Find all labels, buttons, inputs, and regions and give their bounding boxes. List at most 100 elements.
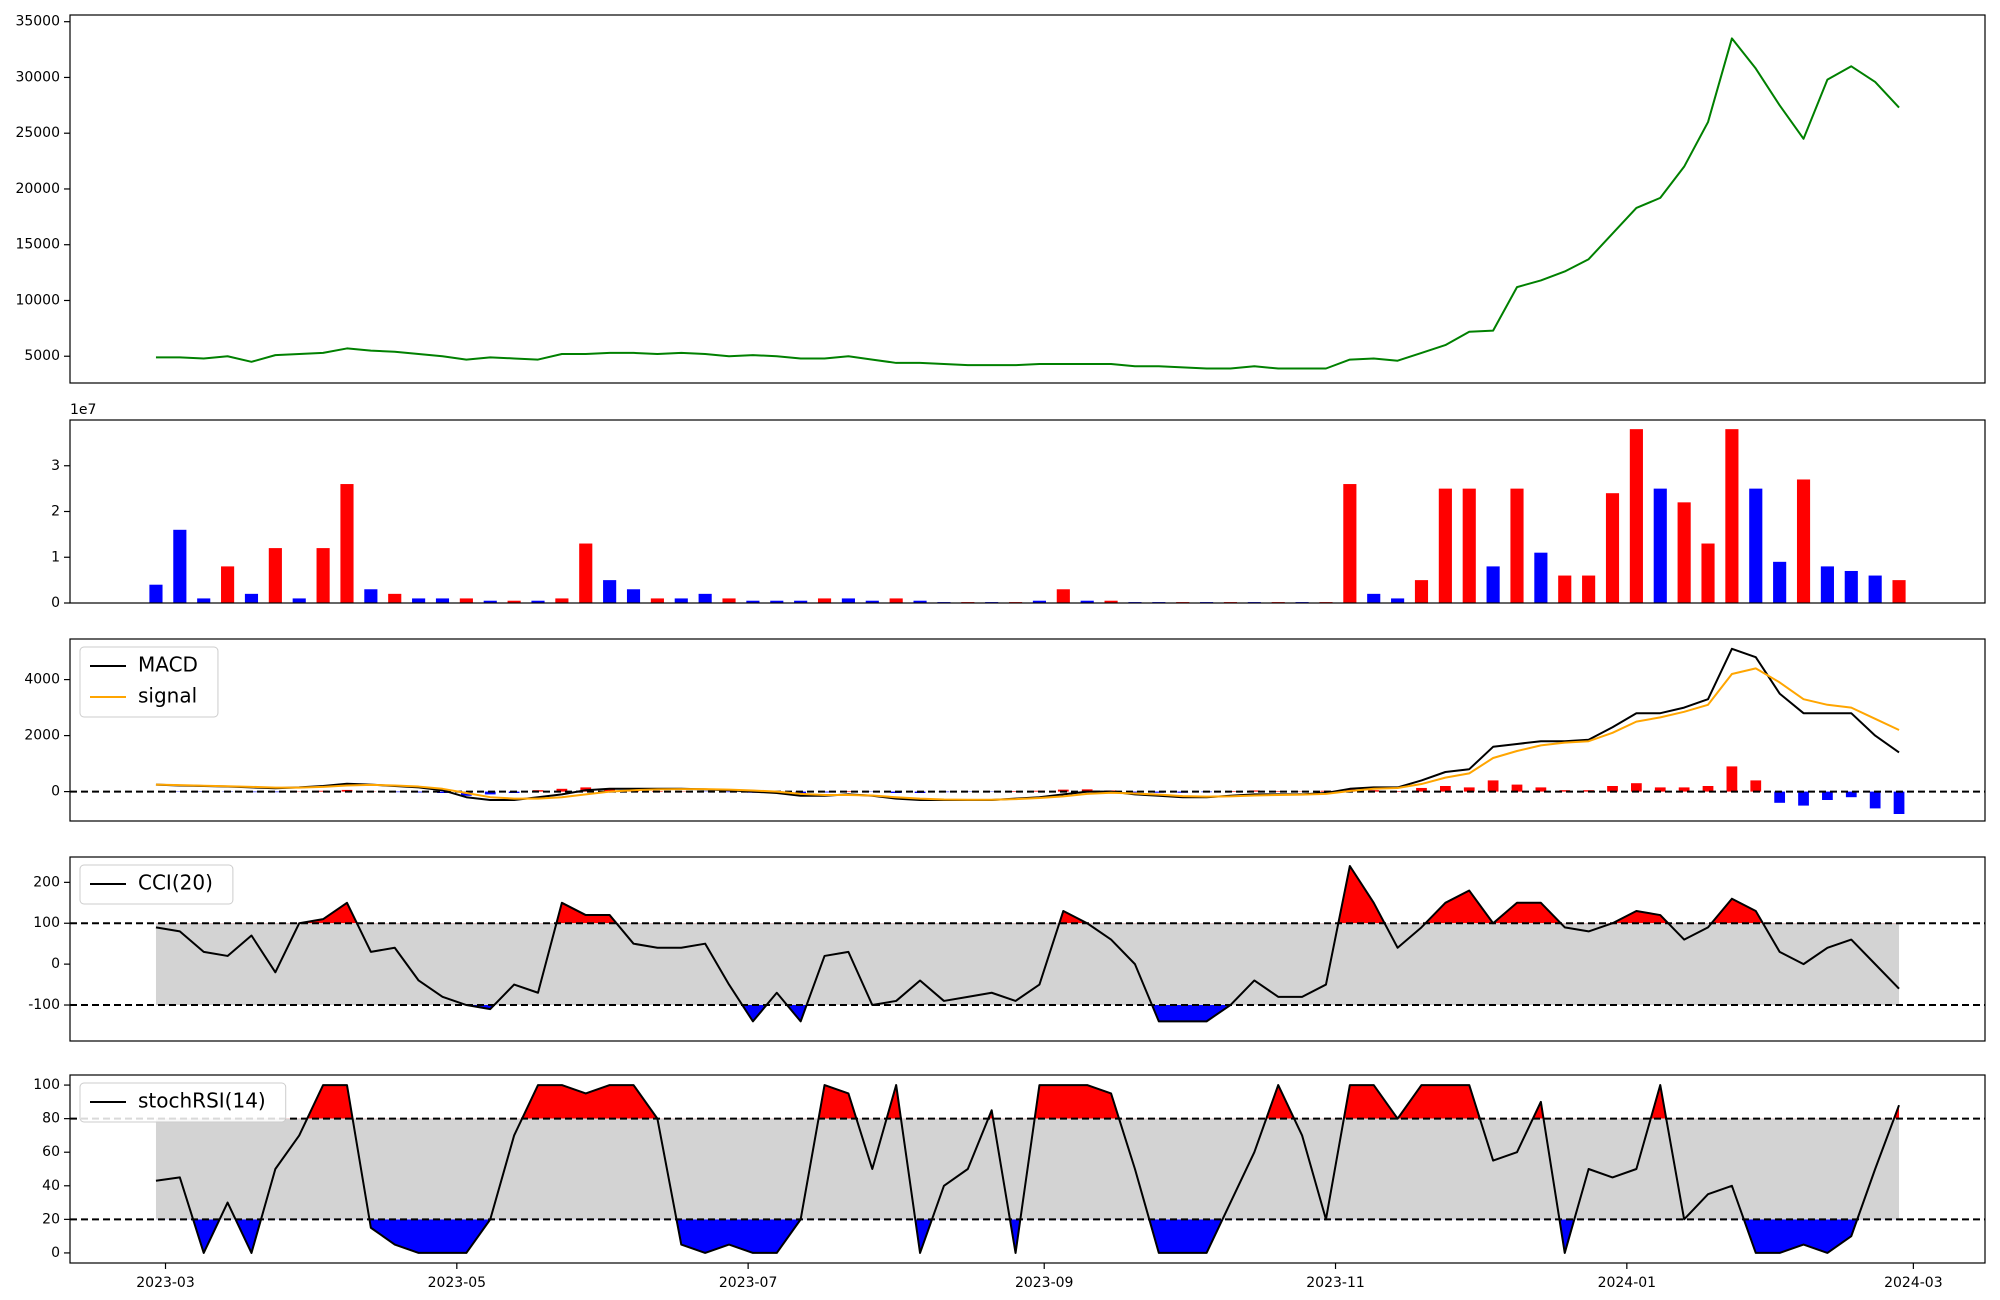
volume-bar	[746, 600, 760, 603]
volume-bar	[197, 598, 211, 603]
y-tick-label: 25000	[15, 125, 60, 141]
histogram-bar	[1631, 783, 1642, 792]
volume-bar	[674, 598, 688, 603]
volume-bar	[1844, 570, 1858, 603]
y-tick-label: 10000	[15, 292, 60, 308]
histogram-bar	[1845, 791, 1857, 798]
histogram-bar	[1726, 766, 1738, 792]
histogram-bar	[1487, 780, 1499, 792]
volume-bar	[1558, 575, 1572, 603]
volume-bar	[364, 589, 378, 603]
y-tick-label: 0	[51, 784, 60, 800]
volume-bar	[1367, 593, 1381, 603]
histogram-bar	[1439, 786, 1451, 792]
legend-label: MACD	[138, 653, 198, 677]
volume-bar	[1605, 493, 1620, 603]
histogram-bar	[1463, 787, 1475, 792]
legend-label: CCI(20)	[138, 871, 213, 895]
y-tick-label: 2	[51, 504, 60, 520]
plot-area	[70, 865, 1985, 1023]
volume-bar	[268, 548, 282, 603]
histogram-bar	[1750, 780, 1762, 792]
volume-bar	[698, 593, 712, 603]
volume-bar	[1653, 488, 1667, 603]
volume-bar	[794, 600, 808, 603]
axis-offset-label: 1e7	[70, 402, 96, 418]
y-tick-label: 0	[51, 1245, 60, 1261]
y-tick-label: -100	[28, 997, 60, 1013]
y-tick-label: 2000	[24, 728, 60, 744]
y-tick-label: 0	[51, 595, 60, 611]
series-line	[155, 647, 1900, 801]
histogram-bar	[1416, 787, 1427, 792]
y-tick-label: 100	[33, 915, 60, 931]
histogram-bar	[604, 788, 616, 792]
volume-bar	[1629, 429, 1643, 603]
x-tick-label: 2023-05	[428, 1275, 487, 1291]
volume-bar	[1701, 543, 1715, 603]
y-tick-label: 30000	[15, 69, 60, 85]
volume-bar	[841, 598, 855, 603]
volume-bar	[483, 600, 497, 603]
volume-bar	[603, 580, 617, 603]
volume-bar	[1868, 575, 1882, 603]
volume-bar	[650, 598, 664, 603]
legend-label: stochRSI(14)	[138, 1089, 266, 1113]
volume-bar	[1343, 484, 1357, 603]
y-tick-label: 1	[51, 549, 60, 565]
plot-area	[70, 1084, 1985, 1254]
histogram-bar	[723, 791, 735, 793]
volume-bar	[722, 598, 736, 603]
panel-frame	[69, 419, 1986, 604]
histogram-bar	[413, 791, 424, 793]
volume-bar	[889, 598, 903, 603]
histogram-bar	[269, 791, 281, 793]
series-line	[155, 1084, 1900, 1254]
y-tick-label: 5000	[24, 348, 60, 364]
volume-bar	[1582, 575, 1596, 603]
volume-bar	[459, 598, 473, 603]
volume-bar	[1677, 502, 1691, 603]
histogram-bar	[1822, 791, 1833, 800]
volume-bar	[412, 598, 426, 603]
volume-bar	[1462, 488, 1476, 603]
plot-area	[70, 647, 1985, 814]
histogram-bar	[1511, 784, 1523, 792]
volume-bar	[340, 484, 354, 603]
volume-bar	[507, 600, 521, 603]
y-tick-label: 0	[51, 956, 60, 972]
histogram-bar	[1153, 791, 1165, 793]
x-tick-label: 2023-11	[1306, 1275, 1365, 1291]
volume-bar	[1534, 552, 1548, 603]
volume-bar	[579, 543, 593, 603]
histogram-bar	[1081, 789, 1093, 792]
overbought-fill	[299, 866, 1763, 924]
y-tick-label: 200	[33, 874, 60, 890]
histogram-bar	[1010, 791, 1021, 792]
y-tick-label: 60	[42, 1144, 60, 1160]
series-line	[155, 865, 1900, 1023]
volume-bar	[531, 600, 545, 603]
series-line	[155, 667, 1900, 801]
histogram-bar	[437, 791, 448, 793]
histogram-bar	[1392, 791, 1403, 792]
volume-bar	[555, 598, 569, 603]
histogram-bar	[484, 791, 496, 795]
plot-area	[155, 37, 1900, 370]
y-tick-label: 40	[42, 1178, 60, 1194]
x-tick-label: 2024-03	[1884, 1275, 1943, 1291]
x-tick-label: 2024-01	[1598, 1275, 1657, 1291]
volume-bar	[1510, 488, 1524, 603]
y-tick-label: 20	[42, 1211, 60, 1227]
volume-bar	[1486, 566, 1500, 603]
panel-frame	[69, 14, 1986, 384]
volume-bar	[1056, 589, 1070, 603]
volume-bar	[1749, 488, 1763, 603]
volume-bar	[1104, 600, 1118, 603]
histogram-bar	[1248, 790, 1260, 792]
y-tick-label: 80	[42, 1111, 60, 1127]
x-tick-label: 2023-03	[136, 1275, 195, 1291]
panel-frame	[69, 638, 1986, 822]
volume-bar	[1892, 580, 1906, 603]
volume-bar	[913, 600, 927, 603]
